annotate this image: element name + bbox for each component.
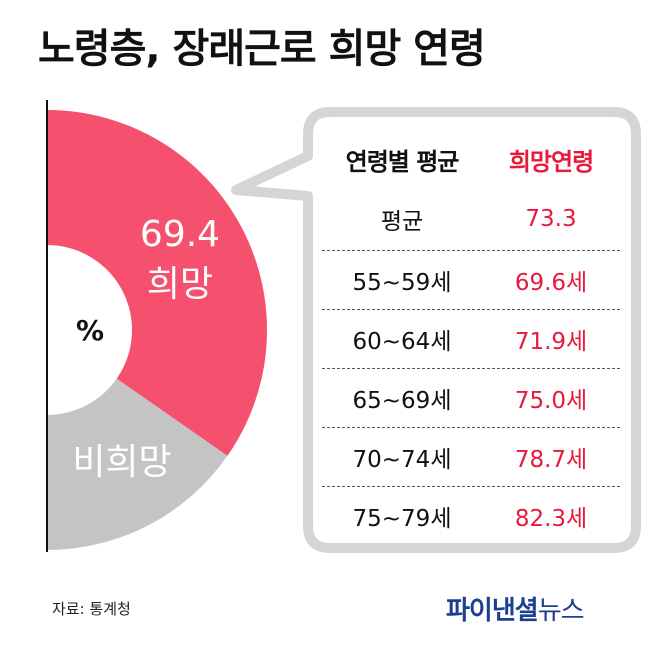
hope-name-label: 희망 xyxy=(147,264,213,305)
donut-slice-nohope xyxy=(47,378,228,550)
row-group: 평균 xyxy=(380,209,424,235)
page-title: 노령층, 장래근로 희망 연령 xyxy=(38,26,486,72)
table-row: 55~59세 69.6세 xyxy=(322,251,620,310)
row-group: 70~74세 xyxy=(352,447,452,473)
logo-sub: 뉴스 xyxy=(537,596,585,626)
publisher-logo: 파이낸셜뉴스 xyxy=(446,590,585,627)
row-age: 69.6세 xyxy=(514,270,588,296)
row-age: 78.7세 xyxy=(514,447,588,473)
row-group: 55~59세 xyxy=(352,270,452,296)
row-age: 82.3세 xyxy=(514,506,588,532)
table-header-age: 희망연령 xyxy=(508,147,594,176)
table-row: 평균 73.3 xyxy=(322,188,620,251)
center-unit-label: % xyxy=(76,314,104,347)
row-group: 65~69세 xyxy=(352,388,452,414)
row-group: 60~64세 xyxy=(352,329,452,355)
donut-slices xyxy=(47,110,267,550)
hope-value-label: 69.4 xyxy=(140,214,220,255)
table-row: 60~64세 71.9세 xyxy=(322,310,620,369)
nohope-name-label: 비희망 xyxy=(72,442,171,483)
table-header: 연령별 평균 희망연령 xyxy=(322,130,620,188)
table-row: 65~69세 75.0세 xyxy=(322,369,620,428)
donut-slice-hope xyxy=(47,110,267,456)
table-header-group: 연령별 평균 xyxy=(345,147,460,176)
source-note: 자료: 통계청 xyxy=(52,600,131,618)
logo-main: 파이낸셜 xyxy=(446,596,539,626)
row-age: 71.9세 xyxy=(514,329,588,355)
row-age: 73.3 xyxy=(525,206,577,232)
age-table: 연령별 평균 희망연령 평균 73.3 55~59세 69.6세 60~64세 … xyxy=(322,130,620,545)
row-age: 75.0세 xyxy=(514,388,588,414)
table-row: 70~74세 78.7세 xyxy=(322,428,620,487)
table-row: 75~79세 82.3세 xyxy=(322,487,620,545)
row-group: 75~79세 xyxy=(352,506,452,532)
